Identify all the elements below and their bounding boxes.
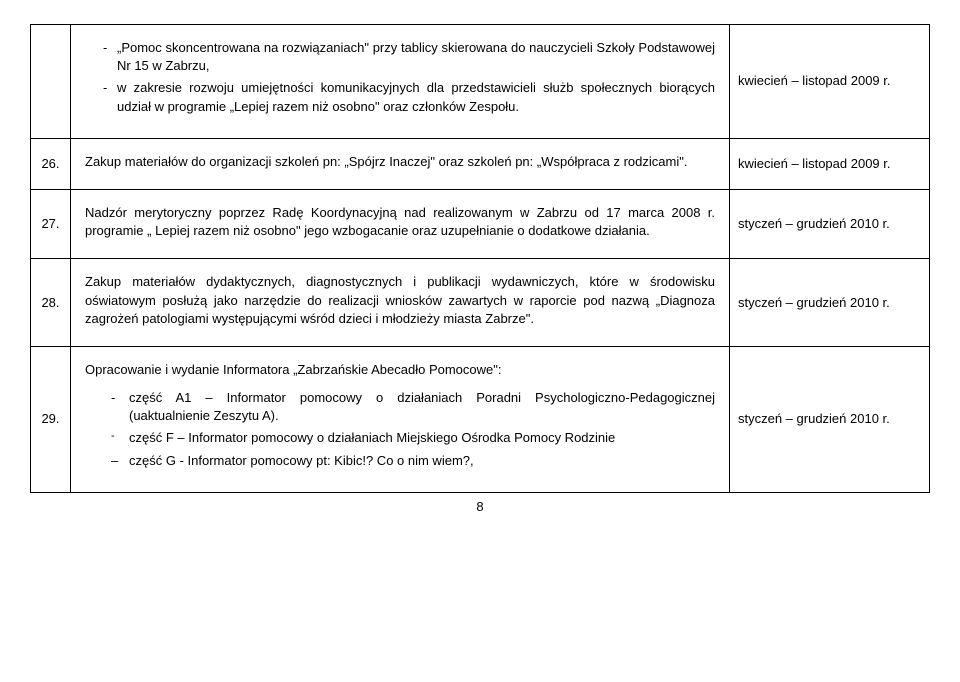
row-number bbox=[31, 25, 71, 139]
intro-text: Opracowanie i wydanie Informatora „Zabrz… bbox=[85, 361, 715, 379]
row-description: „Pomoc skoncentrowana na rozwiązaniach" … bbox=[71, 25, 730, 139]
list-item: część F – Informator pomocowy o działani… bbox=[111, 429, 715, 447]
sub-list: część A1 – Informator pomocowy o działan… bbox=[85, 389, 715, 470]
row-number: 28. bbox=[31, 259, 71, 347]
row-number: 26. bbox=[31, 138, 71, 189]
row-description: Opracowanie i wydanie Informatora „Zabrz… bbox=[71, 346, 730, 492]
page-number: 8 bbox=[30, 499, 930, 514]
row-description: Zakup materiałów dydaktycznych, diagnost… bbox=[71, 259, 730, 347]
dash-list: „Pomoc skoncentrowana na rozwiązaniach" … bbox=[85, 39, 715, 116]
row-date: kwiecień – listopad 2009 r. bbox=[730, 25, 930, 139]
list-item: w zakresie rozwoju umiejętności komunika… bbox=[103, 79, 715, 115]
table-row: 26. Zakup materiałów do organizacji szko… bbox=[31, 138, 930, 189]
table-row: 28. Zakup materiałów dydaktycznych, diag… bbox=[31, 259, 930, 347]
row-date: styczeń – grudzień 2010 r. bbox=[730, 189, 930, 258]
row-date: kwiecień – listopad 2009 r. bbox=[730, 138, 930, 189]
row-number: 29. bbox=[31, 346, 71, 492]
row-number: 27. bbox=[31, 189, 71, 258]
row-description: Zakup materiałów do organizacji szkoleń … bbox=[71, 138, 730, 189]
list-item: część G - Informator pomocowy pt: Kibic!… bbox=[111, 452, 715, 470]
list-item: „Pomoc skoncentrowana na rozwiązaniach" … bbox=[103, 39, 715, 75]
table-row: 27. Nadzór merytoryczny poprzez Radę Koo… bbox=[31, 189, 930, 258]
table-row: „Pomoc skoncentrowana na rozwiązaniach" … bbox=[31, 25, 930, 139]
row-date: styczeń – grudzień 2010 r. bbox=[730, 346, 930, 492]
table-row: 29. Opracowanie i wydanie Informatora „Z… bbox=[31, 346, 930, 492]
row-date: styczeń – grudzień 2010 r. bbox=[730, 259, 930, 347]
row-description: Nadzór merytoryczny poprzez Radę Koordyn… bbox=[71, 189, 730, 258]
document-table: „Pomoc skoncentrowana na rozwiązaniach" … bbox=[30, 24, 930, 493]
list-item: część A1 – Informator pomocowy o działan… bbox=[111, 389, 715, 425]
